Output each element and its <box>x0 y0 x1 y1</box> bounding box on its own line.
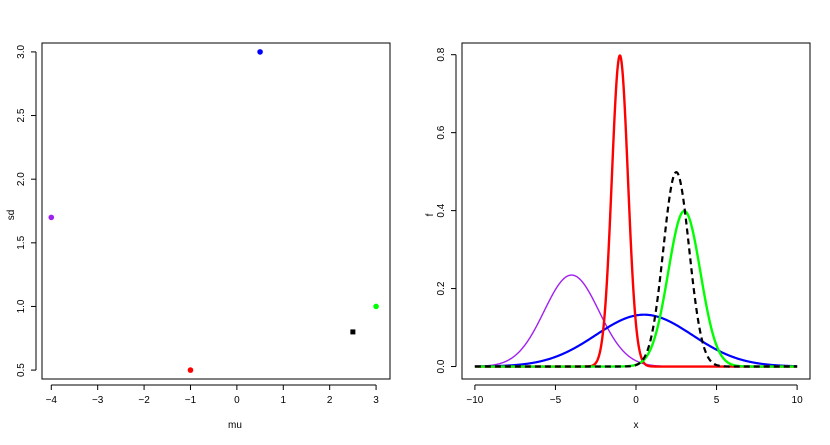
scatter-x-axis: −4 −3 −2 −1 0 1 2 3 <box>46 384 379 406</box>
y-tick-label: 2.0 <box>16 172 27 186</box>
scatter-point <box>350 329 356 335</box>
density-x-axis-title: x <box>634 420 639 431</box>
y-tick-label: 0.0 <box>436 359 447 373</box>
x-tick-label: −1 <box>185 395 197 406</box>
x-tick-label: −5 <box>550 395 562 406</box>
scatter-point <box>187 367 194 373</box>
scatter-x-axis-title: mu <box>228 420 242 431</box>
y-tick-label: 0.5 <box>16 363 27 377</box>
density-y-axis-title: f <box>425 213 436 216</box>
x-tick-label: −2 <box>138 395 150 406</box>
x-tick-label: 0 <box>633 395 639 406</box>
scatter-points <box>48 49 379 373</box>
scatter-point <box>373 303 379 310</box>
y-tick-label: 2.5 <box>16 108 27 122</box>
x-tick-label: 0 <box>234 395 240 406</box>
x-tick-label: 2 <box>327 395 333 406</box>
y-tick-label: 3.0 <box>16 45 27 59</box>
y-tick-label: 0.8 <box>436 47 447 61</box>
x-tick-label: 5 <box>714 395 720 406</box>
scatter-plot-box <box>41 42 391 380</box>
y-tick-label: 0.4 <box>436 203 447 217</box>
density-x-axis: −10 −5 0 5 10 <box>466 384 804 406</box>
x-tick-label: 10 <box>792 395 804 406</box>
x-tick-label: −10 <box>466 395 483 406</box>
y-tick-label: 0.2 <box>436 281 447 295</box>
scatter-point <box>257 49 263 55</box>
density-plot-box <box>461 42 811 380</box>
density-curve <box>474 209 798 368</box>
density-curve <box>474 54 798 368</box>
density-y-axis: 0.0 0.2 0.4 0.6 0.8 <box>436 47 457 373</box>
density-lines <box>474 54 798 368</box>
x-tick-label: −3 <box>92 395 104 406</box>
y-tick-label: 1.0 <box>16 299 27 313</box>
x-tick-label: 1 <box>280 395 286 406</box>
scatter-panel: −4 −3 −2 −1 0 1 2 3 0.5 1.0 1.5 2.0 2.5 3.0 mu sd <box>6 42 391 431</box>
scatter-y-axis: 0.5 1.0 1.5 2.0 2.5 3.0 <box>16 45 37 377</box>
scatter-point <box>48 214 55 221</box>
x-tick-label: 3 <box>373 395 379 406</box>
y-tick-label: 0.6 <box>436 125 447 139</box>
density-panel: −10 −5 0 5 10 0.0 0.2 0.4 0.6 0.8 x f <box>425 42 811 431</box>
density-curve <box>474 171 798 368</box>
scatter-y-axis-title: sd <box>6 210 17 221</box>
y-tick-label: 1.5 <box>16 235 27 249</box>
x-tick-label: −4 <box>46 395 58 406</box>
